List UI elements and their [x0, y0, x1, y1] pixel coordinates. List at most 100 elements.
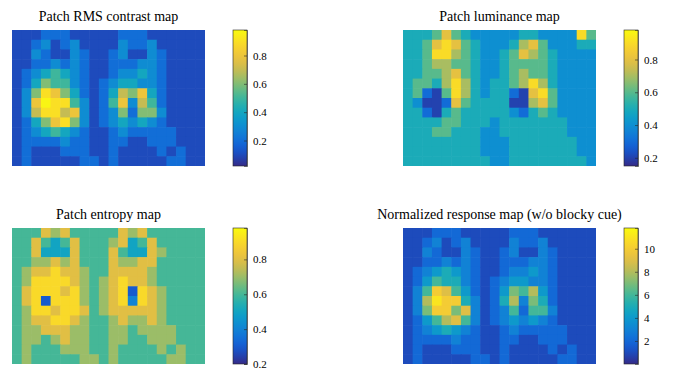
heatmap-cell: [567, 325, 577, 335]
heatmap-cell: [137, 315, 147, 325]
heatmap-cell: [509, 156, 519, 166]
heatmap-cell: [60, 247, 70, 257]
heatmap-cell: [451, 257, 461, 267]
colorbar-axis-line: [244, 31, 248, 167]
colorbar: [624, 30, 638, 166]
heatmap-cell: [480, 296, 490, 306]
heatmap-cell: [195, 286, 205, 296]
heatmap-cell: [41, 267, 51, 277]
heatmap-cell: [166, 257, 176, 267]
heatmap-cell: [442, 315, 452, 325]
heatmap-cell: [413, 147, 423, 157]
heatmap-cell: [500, 277, 510, 287]
colorbar-axis: 0.20.40.60.8: [244, 229, 267, 371]
heatmap-cell: [509, 79, 519, 89]
colorbar-tick: 10: [635, 243, 656, 255]
heatmap-cell: [471, 335, 481, 345]
heatmap-cell: [89, 49, 99, 59]
heatmap-cell: [22, 277, 32, 287]
heatmap-cell: [12, 335, 22, 345]
heatmap-cell: [186, 88, 196, 98]
heatmap-cell: [31, 88, 41, 98]
heatmap-cell: [538, 137, 548, 147]
heatmap-cell: [442, 325, 452, 335]
heatmap-cell: [70, 79, 80, 89]
heatmap-cell: [557, 88, 567, 98]
heatmap-cell: [147, 267, 157, 277]
heatmap-cell: [461, 69, 471, 79]
heatmap-cell: [176, 98, 186, 108]
heatmap-cell: [70, 238, 80, 248]
heatmap-cell: [480, 127, 490, 137]
heatmap-cell: [22, 49, 32, 59]
figure: Patch RMS contrast map0.20.40.60.8Patch …: [0, 0, 696, 373]
heatmap-cell: [471, 247, 481, 257]
heatmap-cell: [432, 147, 442, 157]
heatmap-cell: [557, 228, 567, 238]
heatmap-cell: [432, 306, 442, 316]
heatmap-cell: [451, 49, 461, 59]
heatmap-cell: [490, 108, 500, 118]
heatmap-cell: [22, 267, 32, 277]
heatmap-cell: [519, 228, 529, 238]
heatmap-cell: [403, 147, 413, 157]
heatmap-cell: [12, 247, 22, 257]
chart-title: Normalized response map (w/o blocky cue): [377, 207, 622, 223]
heatmap-cell: [137, 267, 147, 277]
heatmap-cell: [80, 296, 90, 306]
heatmap-cell: [490, 306, 500, 316]
heatmap-cell: [70, 247, 80, 257]
heatmap-cell: [413, 88, 423, 98]
heatmap-cell: [99, 40, 109, 50]
heatmap-cell: [51, 30, 61, 40]
heatmap-cell: [490, 59, 500, 69]
heatmap-cell: [166, 79, 176, 89]
heatmap-cell: [528, 40, 538, 50]
heatmap-cell: [109, 267, 119, 277]
heatmap-cell: [577, 59, 587, 69]
heatmap-cell: [500, 286, 510, 296]
heatmap-cell: [22, 69, 32, 79]
heatmap-cell: [586, 277, 596, 287]
heatmap-cell: [413, 345, 423, 355]
heatmap-cell: [413, 30, 423, 40]
colorbar-tick: 0.2: [244, 358, 267, 370]
heatmap-cell: [567, 277, 577, 287]
heatmap-cell: [528, 59, 538, 69]
heatmap-cell: [99, 277, 109, 287]
colorbar-tick-mark: [635, 249, 638, 250]
heatmap-cell: [118, 335, 128, 345]
heatmap-cell: [195, 69, 205, 79]
heatmap-cell: [99, 147, 109, 157]
heatmap-cell: [422, 79, 432, 89]
colorbar-tick: 0.4: [635, 119, 658, 131]
heatmap-cell: [22, 156, 32, 166]
heatmap-cell: [500, 156, 510, 166]
heatmap-cell: [509, 127, 519, 137]
heatmap-cell: [586, 306, 596, 316]
colorbar-tick-label: 0.8: [644, 54, 658, 66]
heatmap-cell: [548, 296, 558, 306]
heatmap-cell: [557, 238, 567, 248]
heatmap-cell: [538, 88, 548, 98]
heatmap-cell: [80, 88, 90, 98]
heatmap-cell: [413, 315, 423, 325]
heatmap-cell: [12, 325, 22, 335]
heatmap-cell: [89, 117, 99, 127]
heatmap-cell: [548, 238, 558, 248]
heatmap-cell: [500, 69, 510, 79]
heatmap-cell: [490, 40, 500, 50]
heatmap-cell: [567, 147, 577, 157]
heatmap-cell: [128, 30, 138, 40]
heatmap-cell: [538, 267, 548, 277]
heatmap-cell: [31, 306, 41, 316]
heatmap-cell: [22, 79, 32, 89]
heatmap-cell: [128, 69, 138, 79]
heatmap-cell: [548, 69, 558, 79]
heatmap-cell: [509, 40, 519, 50]
heatmap-cell: [99, 79, 109, 89]
heatmap-cell: [118, 238, 128, 248]
heatmap-cell: [413, 296, 423, 306]
heatmap-cell: [500, 354, 510, 364]
heatmap-cell: [80, 238, 90, 248]
